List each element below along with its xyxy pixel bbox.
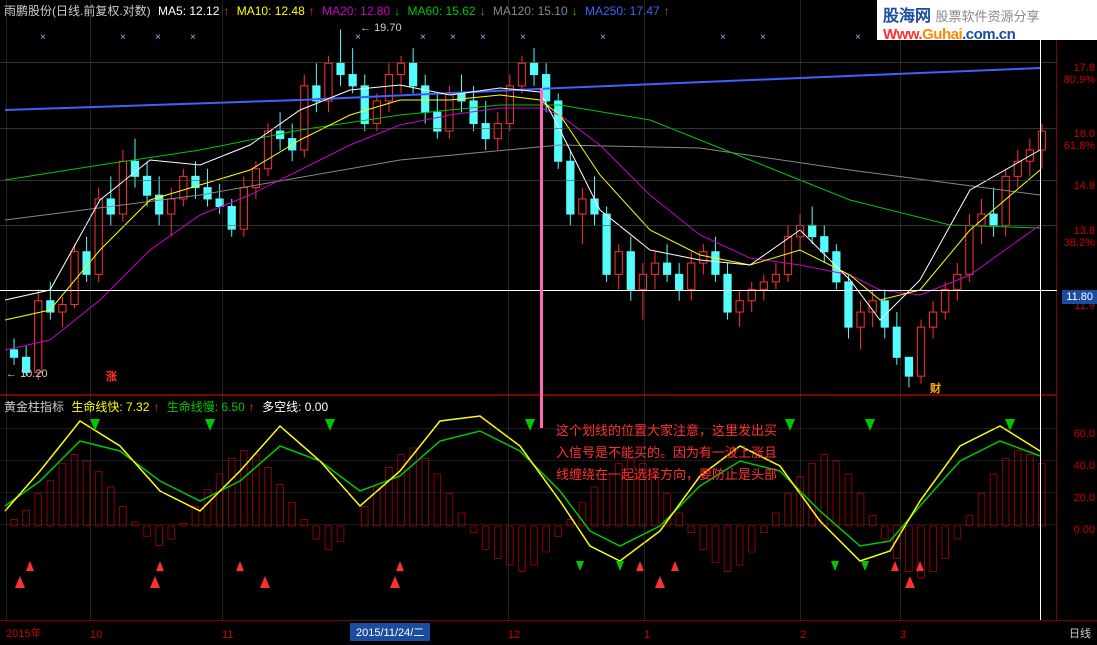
price-y-axis: 17.880.9%16.061.8%14.913.838.2%11.911.80 — [1057, 0, 1097, 395]
watermark-banner: 股海网 股票软件资源分享 Www.Guhai.com.cn — [877, 0, 1097, 40]
marker-cai: 财 — [930, 380, 941, 396]
pink-marker-line — [540, 88, 543, 428]
high-price-label: ← 19.70 — [360, 22, 402, 34]
crosshair-vertical — [1040, 18, 1041, 620]
indicator-header: 黄金柱指标 生命线快: 7.32↑ 生命线慢: 6.50↑ 多空线: 0.00 — [4, 398, 336, 415]
indicator-y-axis: 60.040.020.00.00 — [1057, 395, 1097, 620]
time-x-axis: 日线 2015年1011121232015/11/24/二 — [0, 620, 1097, 645]
marker-zhang: 涨 — [106, 368, 117, 384]
x-axis-mode: 日线 — [1069, 625, 1091, 641]
main-price-chart[interactable] — [0, 0, 1057, 395]
annotation-text: 这个划线的位置大家注意，这里发出买入信号是不能买的。因为有一波上涨且线缠绕在一起… — [556, 420, 786, 486]
chart-header: 雨鹏股份(日线.前复权.对数) MA5: 12.12↑ MA10: 12.48↑… — [4, 2, 678, 19]
price-svg — [0, 0, 1057, 395]
low-price-label: ← 10.20 — [6, 368, 48, 380]
indicator-svg — [0, 396, 1057, 621]
crosshair-horizontal — [0, 290, 1057, 291]
